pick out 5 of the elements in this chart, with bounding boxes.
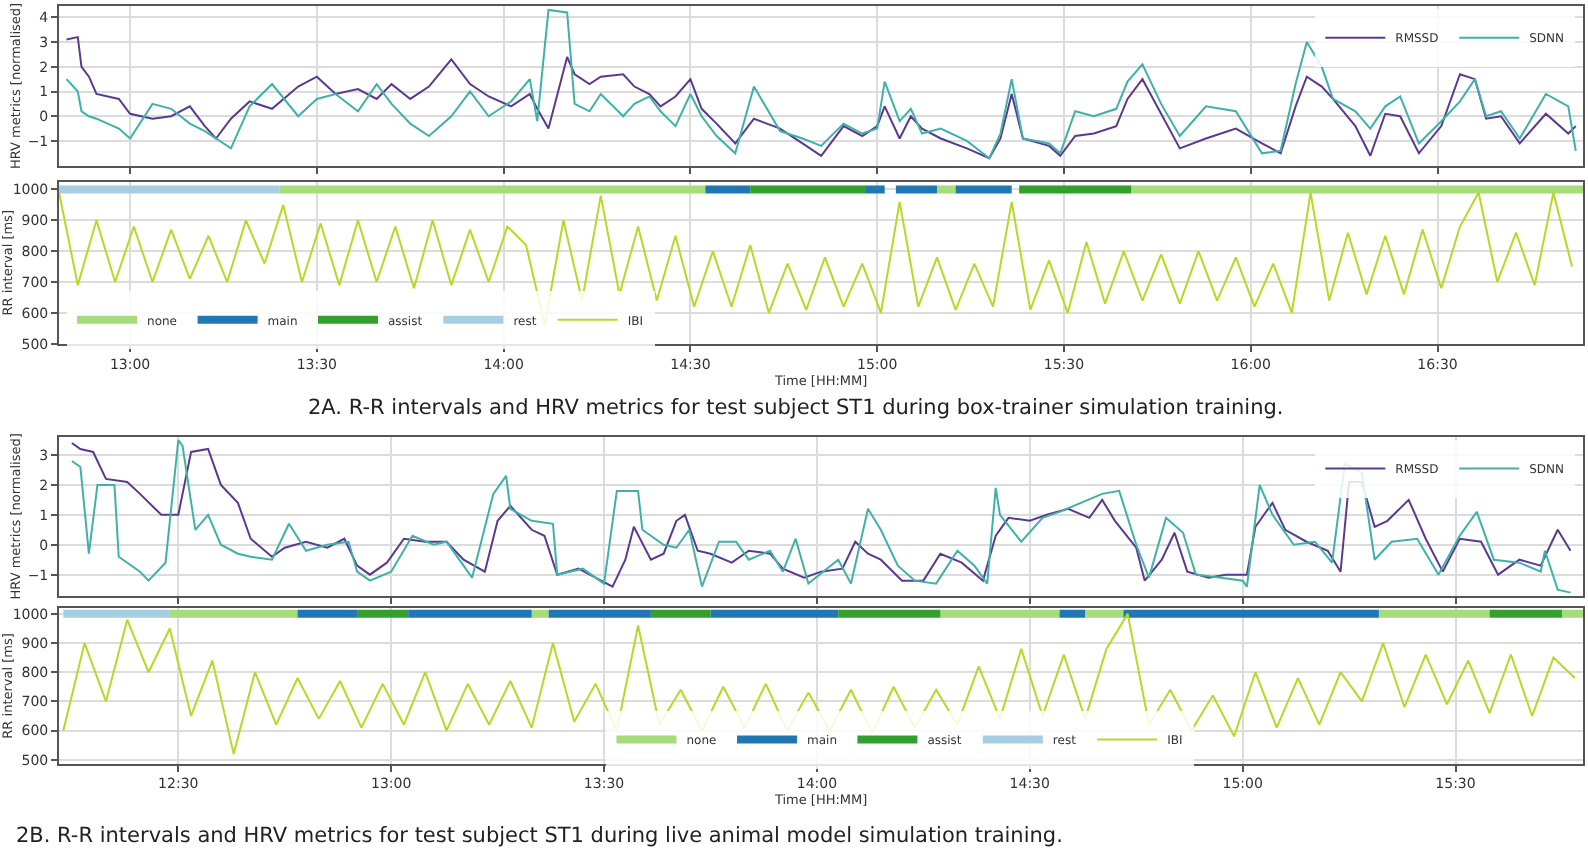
text: 2A. R-R intervals and HRV metrics for test subject ST1 during box-trainer simulation training.	[308, 396, 1284, 420]
line-series	[62, 612, 1576, 755]
text: 2B. R-R intervals and HRV metrics for test subject ST1 during live animal model simulation training.	[16, 824, 1063, 848]
line-series	[65, 8, 1577, 160]
line-series	[65, 36, 1577, 160]
